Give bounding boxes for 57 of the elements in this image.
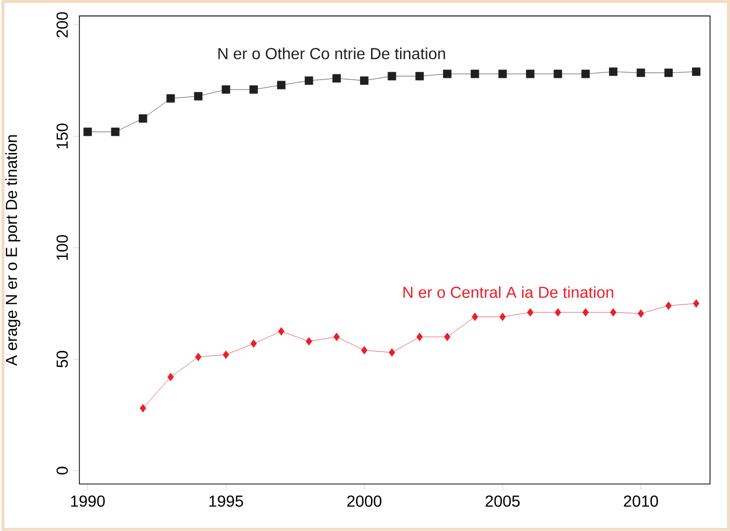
point (636, 68, 646, 78)
point (111, 128, 120, 136)
point (554, 70, 562, 78)
point (222, 85, 230, 94)
point (306, 337, 312, 346)
y-tick-label: 0 (56, 466, 68, 474)
point (250, 339, 257, 348)
series-label: N er o Central A ia De tination (403, 286, 614, 298)
point (472, 312, 478, 322)
point (361, 346, 368, 355)
point (194, 92, 202, 100)
point (470, 70, 480, 78)
y-axis-title: A erage N er o E port De tination (5, 135, 20, 366)
point (167, 372, 174, 382)
point (388, 348, 396, 357)
point (692, 68, 700, 76)
point (332, 74, 341, 83)
point (360, 76, 368, 85)
series-label: N er o Other Co ntrie De tination (218, 48, 446, 60)
x-tick-label: 1995 (209, 496, 244, 507)
y-tick-label: 200 (56, 12, 68, 38)
y-tick-label: 50 (56, 350, 68, 368)
x-tick-label: 2000 (347, 496, 382, 507)
point (444, 332, 450, 342)
point (277, 80, 286, 90)
point (278, 327, 284, 336)
point (582, 308, 589, 317)
point (415, 72, 424, 80)
point (140, 404, 146, 412)
point (416, 332, 423, 342)
point (638, 309, 644, 318)
point (581, 70, 590, 78)
point (554, 308, 562, 317)
point (195, 352, 202, 362)
point (222, 350, 230, 359)
point (166, 94, 175, 103)
point (83, 128, 92, 136)
x-tick-label: 2010 (624, 496, 658, 507)
point (304, 76, 314, 85)
x-tick-label: 2005 (486, 496, 520, 507)
y-tick-label: 100 (56, 235, 68, 260)
x-tick-label: 1990 (71, 496, 105, 507)
point (665, 302, 672, 310)
point (664, 68, 673, 78)
point (498, 70, 507, 78)
point (333, 332, 340, 342)
point (693, 299, 700, 308)
y-tick-label: 150 (56, 124, 68, 148)
point (499, 312, 506, 322)
point (249, 85, 258, 94)
point (609, 68, 618, 76)
point (443, 70, 452, 78)
point (138, 114, 148, 123)
point (388, 72, 396, 80)
point (610, 308, 616, 317)
point (526, 70, 534, 78)
point (527, 308, 534, 317)
